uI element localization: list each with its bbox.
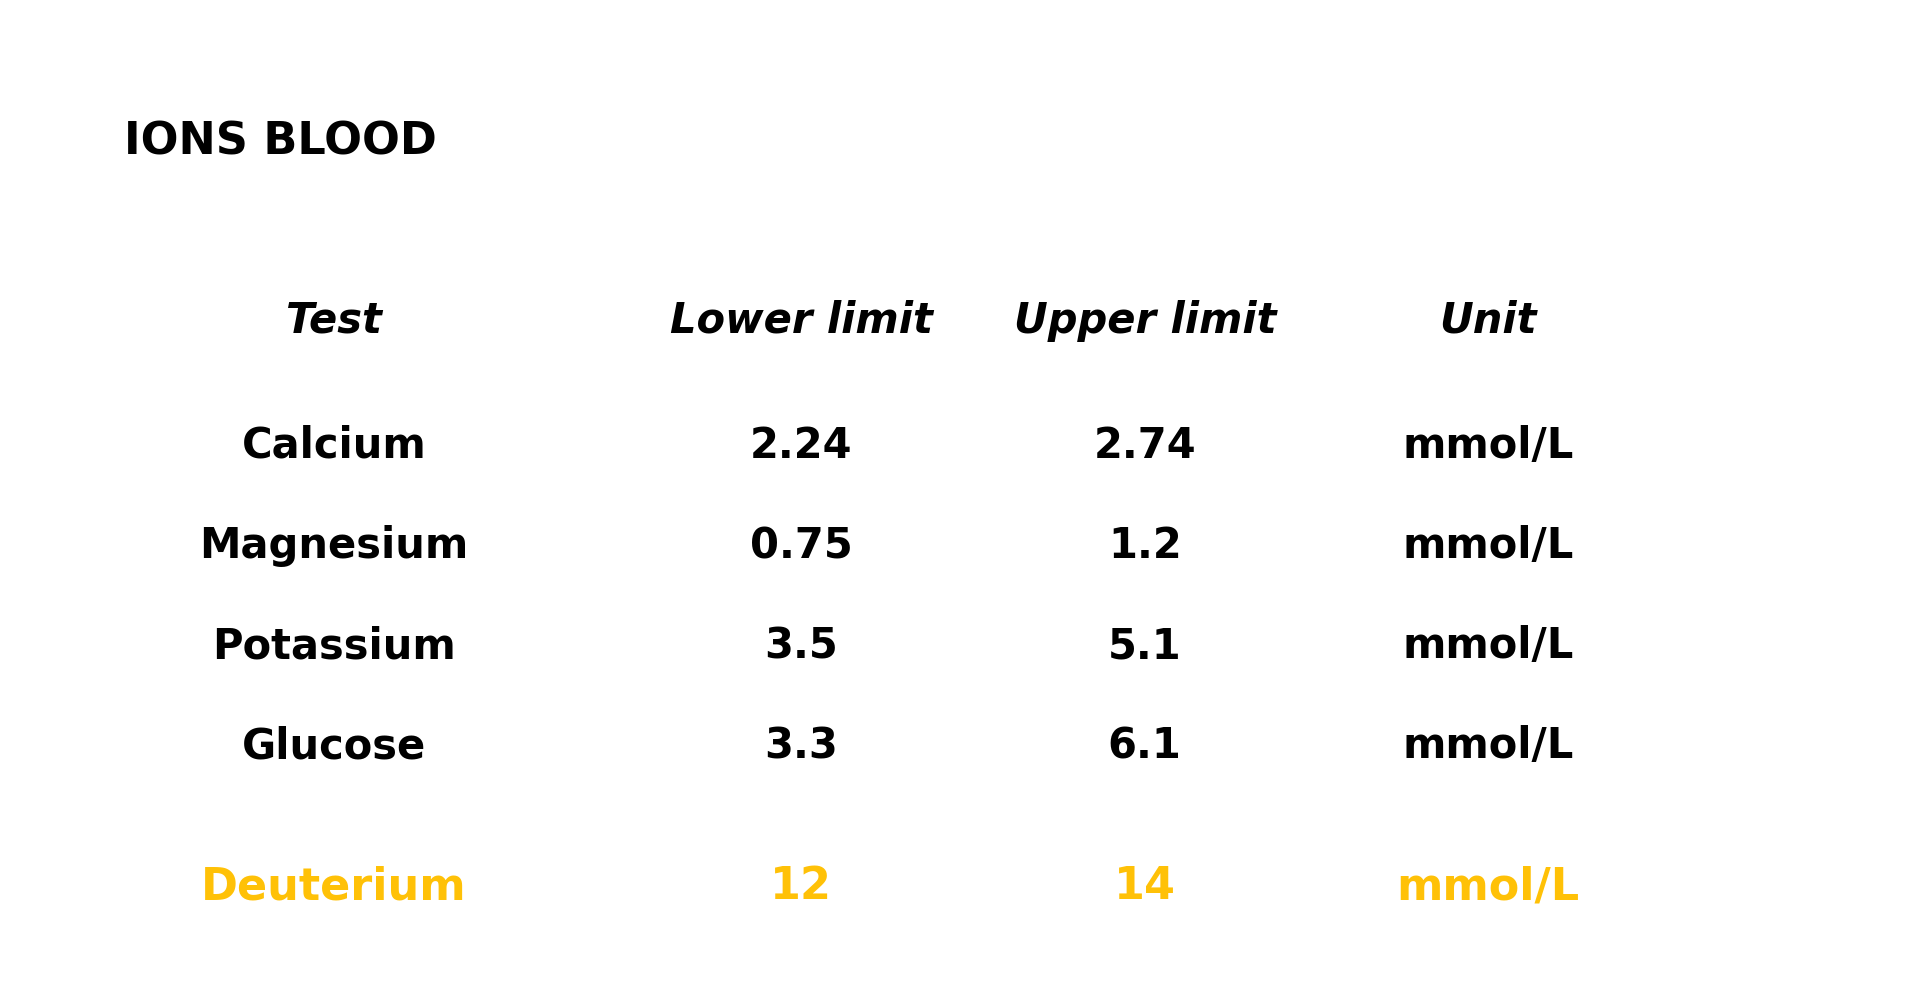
Text: Unit: Unit [1438,300,1537,342]
Text: Test: Test [286,300,381,342]
Text: 2.74: 2.74 [1093,425,1196,467]
Text: 14: 14 [1114,866,1175,908]
Text: Magnesium: Magnesium [198,525,469,567]
Text: 3.5: 3.5 [765,625,837,667]
Text: mmol/L: mmol/L [1396,866,1579,908]
Text: 12: 12 [770,866,831,908]
Text: mmol/L: mmol/L [1402,625,1573,667]
Text: 1.2: 1.2 [1108,525,1180,567]
Text: Upper limit: Upper limit [1013,300,1276,342]
Text: mmol/L: mmol/L [1402,425,1573,467]
Text: Glucose: Glucose [242,725,425,768]
Text: Lower limit: Lower limit [669,300,933,342]
Text: 6.1: 6.1 [1108,725,1180,768]
Text: 2.24: 2.24 [749,425,852,467]
Text: mmol/L: mmol/L [1402,525,1573,567]
Text: 0.75: 0.75 [749,525,852,567]
Text: 5.1: 5.1 [1108,625,1180,667]
Text: Potassium: Potassium [212,625,456,667]
Text: Deuterium: Deuterium [200,866,467,908]
Text: IONS BLOOD: IONS BLOOD [124,120,437,163]
Text: 3.3: 3.3 [765,725,837,768]
Text: Calcium: Calcium [242,425,425,467]
Text: mmol/L: mmol/L [1402,725,1573,768]
